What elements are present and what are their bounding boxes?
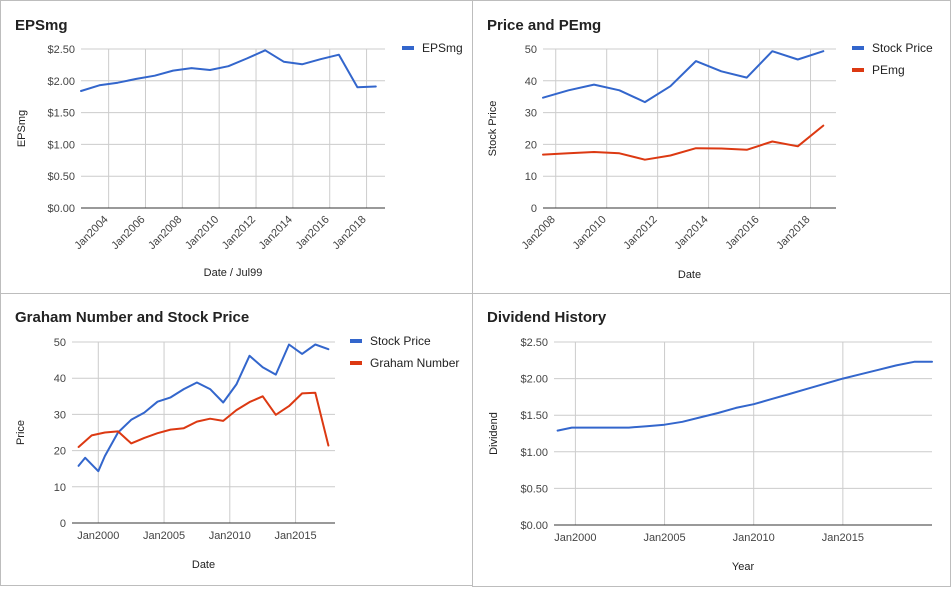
chart-title: Graham Number and Stock Price [15, 309, 249, 326]
series-line-dividend [556, 360, 933, 432]
legend-label[interactable]: PEmg [872, 63, 905, 77]
legend-label[interactable]: EPSmg [422, 41, 463, 55]
chart-title: EPSmg [15, 17, 68, 34]
x-tick-label: Jan2015 [822, 532, 864, 544]
x-tick-label: Jan2015 [274, 530, 316, 542]
y-tick-label: $2.00 [47, 76, 75, 88]
x-tick-label: Jan2010 [183, 214, 221, 252]
x-axis-title: Date / Jul99 [204, 267, 263, 279]
x-tick-label: Jan2012 [621, 214, 659, 252]
y-tick-label: 40 [54, 373, 66, 385]
x-tick-label: Jan2008 [520, 214, 558, 252]
legend-swatch [852, 46, 864, 50]
x-tick-label: Jan2008 [146, 214, 184, 252]
eps-chart: EPSmg $0.00 $0.50 $1.00 $1.50 $2.00 $2.50 Jan20… [15, 17, 463, 279]
graham-chart-panel: Graham Number and Stock Price 0 10 20 30 40 50… [0, 293, 473, 586]
dividend-chart: Dividend History $0.00 $0.50 $1.00 $1.50 $2.0… [487, 309, 933, 573]
y-tick-label: $1.50 [47, 108, 75, 120]
y-axis-title: EPSmg [16, 110, 28, 147]
x-tick-label: Jan2010 [209, 530, 251, 542]
y-tick-label: 50 [525, 44, 537, 56]
price-pe-chart: Price and PEmg 0 10 20 30 40 50 Jan2008 Jan2010 J… [487, 17, 933, 281]
x-tick-label: Jan2010 [570, 214, 608, 252]
y-tick-label: 30 [525, 108, 537, 120]
y-tick-label: 40 [525, 76, 537, 88]
x-tick-label: Jan2006 [109, 214, 147, 252]
x-tick-label: Jan2016 [294, 214, 332, 252]
series-line-stock-price [542, 50, 825, 104]
x-tick-label: Jan2016 [723, 214, 761, 252]
y-tick-label: 20 [54, 446, 66, 458]
x-tick-label: Jan2012 [220, 214, 258, 252]
y-tick-label: $1.50 [520, 410, 548, 422]
y-tick-label: 50 [54, 337, 66, 349]
y-axis-title: Stock Price [487, 101, 499, 157]
legend-label[interactable]: Stock Price [370, 334, 431, 348]
legend-label[interactable]: Graham Number [370, 356, 459, 370]
series-line-pemg [542, 124, 825, 161]
series-line-graham-number [77, 391, 330, 448]
chart-title: Dividend History [487, 309, 607, 326]
y-tick-label: $2.00 [520, 374, 548, 386]
chart-title: Price and PEmg [487, 17, 601, 34]
y-tick-label: 0 [531, 203, 537, 215]
x-tick-label: Jan2005 [643, 532, 685, 544]
y-tick-label: 10 [54, 482, 66, 494]
x-axis-title: Year [732, 561, 755, 573]
legend-swatch [350, 339, 362, 343]
series-line-stock-price [77, 343, 330, 473]
dividend-chart-panel: Dividend History $0.00 $0.50 $1.00 $1.50 $2.0… [472, 293, 951, 587]
x-tick-label: Jan2000 [554, 532, 596, 544]
y-tick-label: $0.00 [520, 520, 548, 532]
x-tick-label: Jan2014 [672, 214, 710, 252]
y-tick-label: $2.50 [520, 337, 548, 349]
y-tick-label: $0.50 [47, 171, 75, 183]
y-tick-label: $0.50 [520, 483, 548, 495]
price-pe-chart-panel: Price and PEmg 0 10 20 30 40 50 Jan2008 Jan2010 J… [472, 0, 951, 294]
x-tick-label: Jan2018 [774, 214, 812, 252]
graham-chart: Graham Number and Stock Price 0 10 20 30 40 50… [15, 309, 459, 571]
series-line-epsmg [80, 49, 377, 92]
x-tick-label: Jan2018 [330, 214, 368, 252]
x-tick-label: Jan2004 [72, 214, 110, 252]
y-tick-label: $2.50 [47, 44, 75, 56]
y-tick-label: 30 [54, 409, 66, 421]
x-tick-label: Jan2014 [257, 214, 295, 252]
x-tick-label: Jan2010 [733, 532, 775, 544]
y-tick-label: $0.00 [47, 203, 75, 215]
x-axis-title: Date [678, 269, 701, 281]
y-tick-label: $1.00 [520, 447, 548, 459]
eps-chart-panel: EPSmg $0.00 $0.50 $1.00 $1.50 $2.00 $2.50 Jan20… [0, 0, 473, 294]
legend-swatch [852, 68, 864, 72]
x-tick-label: Jan2005 [143, 530, 185, 542]
y-tick-label: 10 [525, 171, 537, 183]
y-tick-label: $1.00 [47, 139, 75, 151]
x-tick-label: Jan2000 [77, 530, 119, 542]
y-axis-title: Dividend [488, 412, 500, 455]
y-axis-title: Price [15, 420, 27, 445]
y-tick-label: 20 [525, 139, 537, 151]
legend-label[interactable]: Stock Price [872, 41, 933, 55]
x-axis-title: Date [192, 559, 215, 571]
legend-swatch [350, 361, 362, 365]
y-tick-label: 0 [60, 518, 66, 530]
legend-swatch [402, 46, 414, 50]
